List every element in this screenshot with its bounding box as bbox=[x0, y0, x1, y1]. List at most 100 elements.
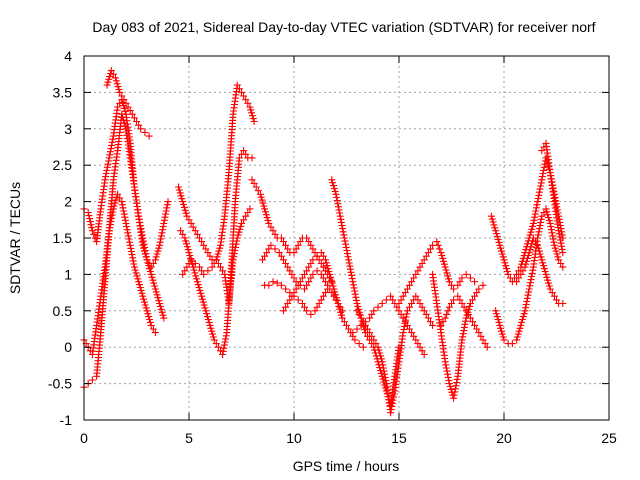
data-point bbox=[397, 296, 405, 304]
data-point bbox=[454, 281, 462, 289]
data-point bbox=[120, 116, 127, 124]
data-point bbox=[214, 343, 222, 351]
data-point bbox=[294, 296, 302, 304]
data-point bbox=[356, 311, 364, 319]
data-point bbox=[280, 238, 287, 246]
data-point bbox=[296, 238, 304, 246]
data-point bbox=[489, 218, 497, 226]
data-point bbox=[368, 332, 376, 340]
data-point bbox=[516, 324, 524, 332]
data-point bbox=[109, 135, 117, 143]
data-point bbox=[353, 325, 361, 333]
data-point bbox=[157, 232, 165, 240]
data-point bbox=[538, 212, 546, 220]
data-point bbox=[222, 332, 230, 340]
data-point bbox=[181, 234, 189, 242]
data-point bbox=[189, 223, 197, 231]
data-point bbox=[333, 297, 341, 305]
data-point bbox=[532, 207, 540, 215]
data-point bbox=[215, 247, 223, 255]
data-point bbox=[181, 267, 189, 275]
data-point bbox=[499, 253, 507, 261]
data-point bbox=[491, 224, 499, 232]
data-point bbox=[197, 289, 205, 297]
data-point bbox=[288, 270, 296, 278]
data-point bbox=[179, 198, 187, 206]
data-point bbox=[549, 232, 557, 240]
data-point bbox=[534, 241, 542, 249]
data-point bbox=[179, 230, 187, 238]
data-point bbox=[106, 224, 114, 232]
data-point bbox=[492, 307, 500, 315]
data-point bbox=[146, 318, 154, 326]
data-point bbox=[559, 263, 567, 271]
series-trace-h bbox=[248, 176, 336, 286]
x-tick-label: 0 bbox=[80, 430, 88, 446]
data-point bbox=[161, 213, 169, 221]
data-point bbox=[132, 269, 140, 277]
data-point bbox=[352, 293, 360, 301]
data-point bbox=[513, 278, 521, 286]
data-point bbox=[335, 206, 343, 214]
y-tick-label: 1.5 bbox=[53, 230, 73, 246]
data-point bbox=[125, 235, 133, 243]
data-point bbox=[129, 254, 137, 262]
data-point bbox=[542, 270, 550, 278]
data-point bbox=[389, 296, 397, 304]
data-point bbox=[163, 201, 171, 209]
data-point bbox=[307, 260, 315, 267]
data-point bbox=[143, 256, 151, 264]
data-point bbox=[206, 321, 214, 329]
data-point bbox=[558, 231, 566, 239]
data-point bbox=[151, 285, 159, 293]
data-point bbox=[545, 217, 553, 224]
data-point bbox=[328, 279, 336, 287]
data-point bbox=[220, 344, 228, 352]
data-point bbox=[282, 285, 290, 293]
data-point bbox=[420, 256, 428, 264]
data-point bbox=[528, 273, 536, 280]
data-point bbox=[408, 300, 416, 307]
data-point bbox=[146, 316, 153, 323]
data-point bbox=[372, 340, 380, 348]
data-point bbox=[504, 270, 512, 278]
data-point bbox=[388, 403, 396, 410]
data-point bbox=[445, 275, 453, 283]
data-point bbox=[342, 240, 350, 248]
data-point bbox=[303, 307, 311, 315]
data-point bbox=[440, 257, 447, 265]
data-point bbox=[208, 327, 216, 335]
data-point bbox=[238, 88, 245, 96]
data-point bbox=[212, 256, 220, 264]
data-point bbox=[193, 230, 201, 238]
data-point bbox=[536, 250, 544, 258]
data-point bbox=[107, 217, 115, 225]
data-point bbox=[453, 375, 461, 383]
data-point bbox=[154, 247, 162, 255]
data-point bbox=[547, 175, 555, 183]
data-point bbox=[259, 199, 267, 207]
x-tick-label: 5 bbox=[185, 430, 193, 446]
data-point bbox=[414, 267, 422, 275]
data-point bbox=[280, 256, 287, 264]
data-point bbox=[381, 373, 389, 381]
data-point bbox=[130, 114, 138, 122]
data-point bbox=[513, 336, 521, 344]
data-point bbox=[222, 335, 230, 343]
data-point bbox=[164, 198, 172, 206]
data-point bbox=[248, 154, 256, 162]
data-point bbox=[311, 249, 319, 257]
data-point bbox=[389, 396, 397, 404]
data-point bbox=[466, 302, 474, 310]
data-point bbox=[257, 193, 265, 201]
data-point bbox=[355, 310, 363, 318]
data-point bbox=[141, 298, 148, 306]
data-point bbox=[343, 321, 350, 329]
data-point bbox=[444, 370, 452, 378]
data-point bbox=[552, 200, 560, 208]
data-point bbox=[352, 296, 360, 304]
data-point bbox=[206, 252, 214, 260]
data-point bbox=[555, 215, 563, 223]
data-point bbox=[133, 118, 140, 125]
y-tick-label: 0.5 bbox=[53, 303, 73, 319]
